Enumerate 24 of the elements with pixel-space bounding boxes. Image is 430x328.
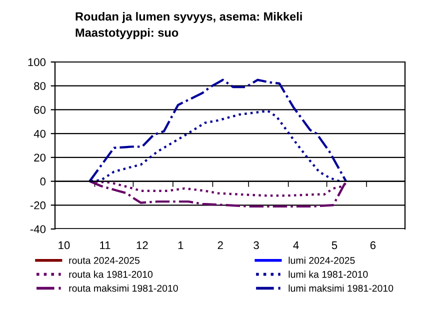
legend-label: routa ka 1981-2010 xyxy=(69,270,153,278)
x-tick-label: 4 xyxy=(293,241,299,250)
chart-title: Roudan ja lumen syvyys, asema: Mikkeli Maastotyyppi: suo xyxy=(76,12,302,40)
y-tick-label: 80 xyxy=(34,82,46,90)
x-tick-label: 12 xyxy=(136,241,148,250)
y-tick-label: 20 xyxy=(34,154,46,162)
legend-label: routa maksimi 1981-2010 xyxy=(69,284,178,292)
y-tick-label: 40 xyxy=(34,130,46,138)
x-tick-label: 5 xyxy=(332,241,338,250)
y-tick-label: 0 xyxy=(40,178,46,186)
x-tick-label: 10 xyxy=(58,241,70,250)
x-tick-label: 11 xyxy=(100,241,110,250)
legend-label: lumi 2024-2025 xyxy=(288,256,355,264)
y-tick-label: -40 xyxy=(30,225,46,234)
legend-label: lumi ka 1981-2010 xyxy=(288,270,368,278)
y-tick-label: -20 xyxy=(30,201,46,210)
x-tick-label: 6 xyxy=(370,241,376,250)
x-tick-label: 1 xyxy=(178,241,184,250)
legend-label: lumi maksimi 1981-2010 xyxy=(288,284,394,292)
x-tick-label: 2 xyxy=(218,241,223,250)
legend-label: routa 2024-2025 xyxy=(69,257,140,264)
y-tick-label: 100 xyxy=(28,58,46,66)
y-tick-label: 60 xyxy=(34,106,46,114)
x-tick-label: 3 xyxy=(254,241,259,250)
